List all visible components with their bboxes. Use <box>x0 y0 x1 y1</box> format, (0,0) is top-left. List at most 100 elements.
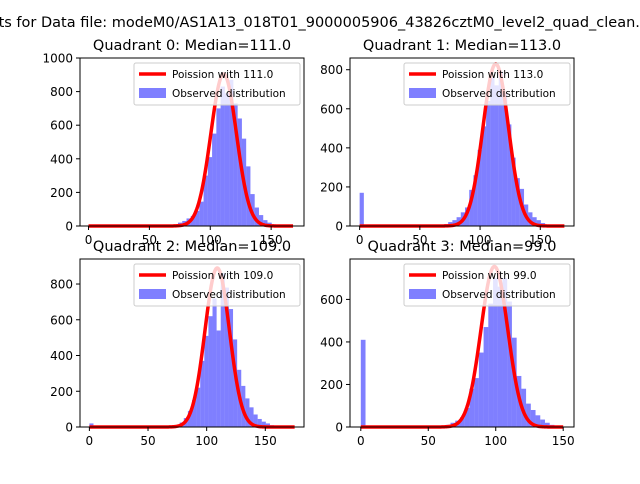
y-tick-label: 800 <box>320 63 343 77</box>
x-tick-label: 0 <box>356 233 364 247</box>
histogram-bar <box>233 103 238 226</box>
histogram-bar <box>233 339 238 427</box>
legend-box <box>133 62 301 106</box>
legend-patch-swatch <box>139 88 166 98</box>
histogram-bar <box>544 422 550 427</box>
histogram-bar <box>469 189 474 226</box>
histogram-bar <box>89 423 94 427</box>
y-tick-label: 800 <box>50 278 73 292</box>
histogram-bar <box>474 378 479 427</box>
y-tick-label: 0 <box>65 220 73 234</box>
subplot-quadrant-0: 0 50 100 150 0 200 400 600 800 1000 Quadrant 0: Me… <box>42 38 305 247</box>
y-tick-label: 0 <box>335 421 343 435</box>
legend-label-poisson: Poission with 111.0 <box>172 69 273 81</box>
histogram-bar <box>502 93 508 226</box>
legend-patch-swatch <box>409 289 436 299</box>
x-tick-label: 100 <box>199 233 222 247</box>
histogram-bar <box>261 421 266 427</box>
y-tick-label: 200 <box>50 186 73 200</box>
histogram-bar <box>207 157 213 226</box>
histogram-bar <box>190 215 196 226</box>
histogram-bar <box>224 287 229 427</box>
x-tick-label: 50 <box>412 233 427 247</box>
y-tick-label: 600 <box>50 313 73 327</box>
legend-patch-swatch <box>139 289 166 299</box>
legend-box <box>403 62 571 106</box>
x-tick-label: 50 <box>421 434 436 448</box>
histogram-bar <box>212 133 217 226</box>
legend-patch-swatch <box>409 88 436 98</box>
histogram-bar <box>195 210 200 226</box>
x-tick-label: 50 <box>140 434 155 448</box>
histogram-bar <box>258 215 264 226</box>
y-tick-label: 400 <box>50 349 73 363</box>
histogram-bar <box>490 77 495 226</box>
legend: Poission with 109.0 Observed distribution <box>133 263 301 307</box>
x-tick-label: 0 <box>86 434 94 448</box>
histogram-bar <box>196 387 201 427</box>
histogram-bar <box>498 71 503 226</box>
histogram-bar <box>486 100 491 226</box>
histogram-bar <box>452 220 457 226</box>
y-tick-label: 200 <box>50 385 73 399</box>
histogram-bar <box>203 175 208 226</box>
histogram-bar <box>528 212 533 226</box>
histogram-bar <box>526 403 531 427</box>
subplot-title: Quadrant 0: Median=111.0 <box>93 38 291 54</box>
histogram-bar <box>459 417 465 427</box>
y-tick-label: 600 <box>320 293 343 307</box>
histogram-bar <box>224 93 230 226</box>
histogram-bar <box>511 157 516 226</box>
x-tick-label: 50 <box>142 233 157 247</box>
histogram-bar <box>469 388 475 427</box>
subplot-title: Quadrant 2: Median=109.0 <box>93 239 291 255</box>
subplot-quadrant-1: 0 50 100 150 0 200 400 600 800 Quadrant 1: Median… <box>320 38 575 247</box>
histogram-bar <box>253 414 258 427</box>
y-tick-label: 400 <box>50 152 73 166</box>
histogram-bar <box>360 339 366 427</box>
y-tick-label: 0 <box>65 421 73 435</box>
legend-label-poisson: Poission with 99.0 <box>442 270 537 282</box>
legend-box <box>133 263 301 307</box>
histogram-bar <box>200 360 205 427</box>
histogram-bar <box>220 273 225 427</box>
histogram-bar <box>483 327 489 427</box>
subplot-quadrant-3: 0 50 100 150 0 200 400 600 Quadrant 3: Median=99… <box>320 239 575 448</box>
y-tick-label: 600 <box>50 119 73 133</box>
x-tick-label: 100 <box>484 434 507 448</box>
y-tick-label: 800 <box>50 85 73 99</box>
x-tick-label: 100 <box>195 434 218 448</box>
subplot-title: Quadrant 3: Median=99.0 <box>368 239 557 255</box>
histogram-bar <box>237 118 242 226</box>
legend-label-observed: Observed distribution <box>442 88 556 100</box>
histogram-bar <box>540 419 545 427</box>
histogram-bar <box>249 407 254 427</box>
legend-box <box>403 263 571 307</box>
histogram-bar <box>481 126 487 226</box>
histogram-bar <box>536 220 541 226</box>
subplot-title: Quadrant 1: Median=113.0 <box>363 38 561 54</box>
histogram-bar <box>187 410 192 427</box>
histogram-bar <box>535 415 541 427</box>
x-tick-label: 150 <box>254 434 277 448</box>
histogram-bar <box>204 335 209 427</box>
legend-label-observed: Observed distribution <box>442 289 556 301</box>
histogram-bar <box>216 108 221 226</box>
legend-label-observed: Observed distribution <box>172 88 286 100</box>
y-tick-label: 600 <box>320 102 343 116</box>
histogram-bar <box>478 352 484 427</box>
histogram-bar <box>199 201 204 226</box>
histogram-bar <box>192 400 197 427</box>
axes-frame <box>79 258 305 428</box>
histogram-bar <box>507 301 512 427</box>
histogram-bar <box>532 217 537 226</box>
legend-label-poisson: Poission with 109.0 <box>172 270 273 282</box>
histogram-bar <box>464 407 470 427</box>
y-tick-label: 400 <box>320 335 343 349</box>
histogram-bar <box>497 286 503 427</box>
histogram-bar <box>465 207 470 226</box>
y-tick-label: 0 <box>335 220 343 234</box>
histogram-bar <box>477 149 482 226</box>
